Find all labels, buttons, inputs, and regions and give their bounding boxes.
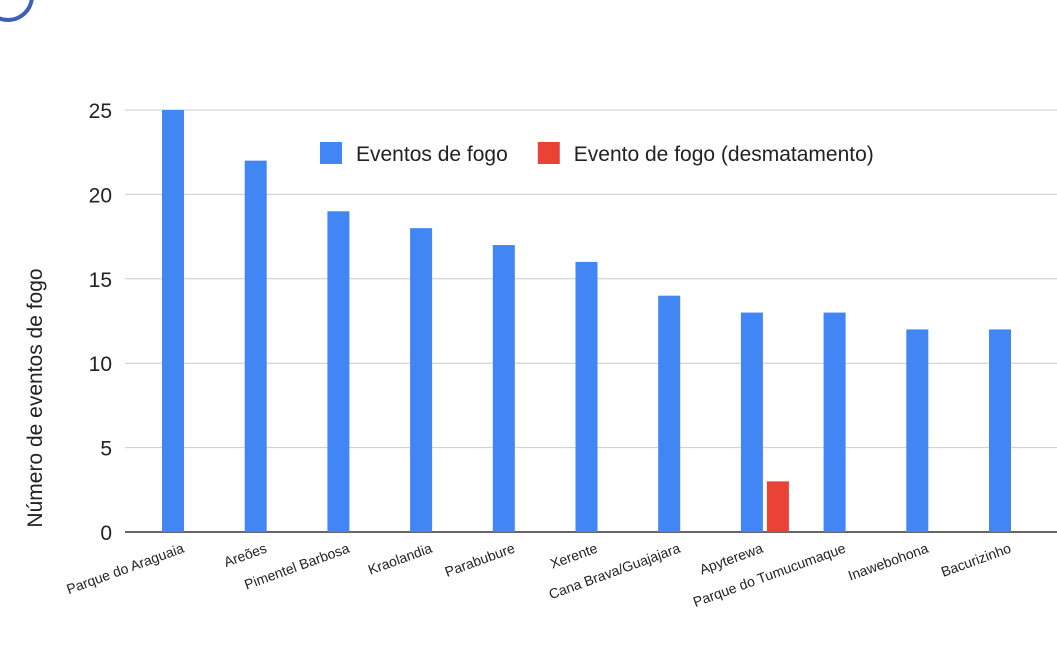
x-tick-label: Parque do Araguaia [64,540,186,597]
y-tick-label: 20 [89,184,112,207]
x-tick-label: Xerente [548,540,600,572]
bar-eventos-de-fogo [162,110,184,532]
bar-eventos-de-fogo [906,329,929,532]
bar-eventos-de-fogo [327,211,350,532]
y-axis-label: Número de eventos de fogo [24,268,47,527]
legend-label: Evento de fogo (desmatamento) [574,143,874,166]
y-tick-label: 10 [89,353,112,376]
bar-eventos-de-fogo [823,312,846,532]
y-tick-label: 15 [89,269,112,292]
legend-swatch [537,142,560,164]
x-tick-label: Areões [222,540,269,570]
bar-eventos-de-fogo [244,160,267,532]
y-tick-labels: 0 5 10 15 20 25 [89,100,112,545]
bar-evento-de-fogo-desmatamento [766,481,789,532]
legend: Eventos de fogo Evento de fogo (desmatame… [320,142,874,166]
bars [162,110,1011,533]
x-tick-label: Parabubure [443,540,517,580]
y-tick-label: 25 [89,100,112,123]
bar-eventos-de-fogo [410,228,433,532]
legend-label: Eventos de fogo [356,143,508,166]
bar-eventos-de-fogo [492,245,515,533]
x-tick-label: Inawebohona [846,540,931,584]
bar-eventos-de-fogo [989,329,1011,532]
x-tick-label: Bacurizinho [939,540,1013,580]
x-tick-label: Kraolandia [366,540,435,578]
legend-swatch [320,142,342,164]
bar-eventos-de-fogo [575,261,598,532]
bar-eventos-de-fogo [740,312,763,532]
x-tick-label: Parque do Tumucumaque [691,540,848,610]
y-tick-label: 0 [100,522,112,545]
bar-eventos-de-fogo [658,295,681,532]
y-tick-label: 5 [100,438,112,461]
